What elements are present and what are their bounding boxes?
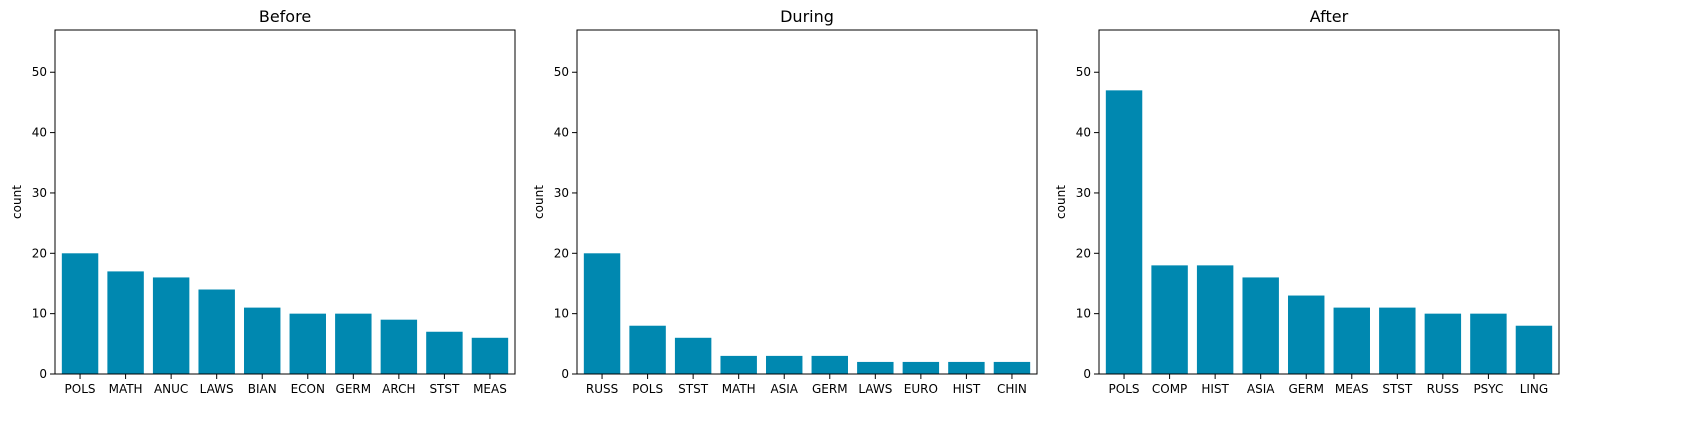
bar-meas (1333, 307, 1370, 374)
bar-stst (674, 337, 712, 374)
x-tick-label: ANUC (154, 382, 188, 396)
x-tick-label: STST (429, 382, 460, 396)
y-tick-label: 30 (32, 186, 47, 200)
x-tick-label: RUSS (1427, 382, 1459, 396)
chart-title: After (1310, 7, 1349, 26)
chart-title: Before (259, 7, 311, 26)
bar-pols (629, 325, 666, 374)
bar-bian (244, 307, 281, 374)
y-tick-label: 0 (39, 367, 47, 381)
bar-anuc (152, 277, 190, 374)
bar-germ (811, 355, 848, 374)
x-tick-label: MEAS (473, 382, 507, 396)
x-tick-label: CHIN (997, 382, 1027, 396)
bar-stst (426, 331, 463, 374)
y-tick-label: 40 (554, 126, 569, 140)
bar-russ (583, 253, 621, 374)
x-tick-label: ASIA (770, 382, 798, 396)
y-tick-label: 10 (1076, 307, 1091, 321)
chart-panel-2: 0 10 20 30 40 50 RUSS POLS STST MATH ASIA GERM LAWS E… (532, 7, 1038, 396)
x-tick-label: STST (1382, 382, 1413, 396)
chart-panel-3: 0 10 20 30 40 50 POLS COMP HIST ASIA GERM MEAS STST R… (1054, 7, 1560, 396)
bar-pols (1105, 90, 1143, 374)
bar-meas (471, 337, 509, 374)
bar-stst (1379, 307, 1416, 374)
x-tick-label: MATH (722, 382, 756, 396)
y-tick-label: 40 (1076, 126, 1091, 140)
x-tick-label: PSYC (1473, 382, 1503, 396)
y-tick-label: 20 (32, 246, 47, 260)
bar-laws (198, 289, 235, 374)
bar-germ (1288, 295, 1325, 374)
chart-title: During (780, 7, 834, 26)
bar-russ (1424, 313, 1462, 374)
x-tick-label: LING (1520, 382, 1549, 396)
y-tick-label: 0 (561, 367, 569, 381)
bar-psyc (1470, 313, 1507, 374)
x-tick-label: RUSS (586, 382, 618, 396)
chart-panel-1: 0 10 20 30 40 50 POLS MATH ANUC LAWS BIAN ECON GERM A… (10, 7, 516, 396)
x-tick-label: HIST (953, 382, 981, 396)
x-tick-label: ARCH (382, 382, 415, 396)
x-tick-label: GERM (1288, 382, 1324, 396)
x-tick-label: GERM (812, 382, 848, 396)
bar-laws (857, 361, 894, 374)
plot-frame (1098, 29, 1560, 375)
x-tick-label: ECON (291, 382, 325, 396)
x-tick-label: COMP (1152, 382, 1187, 396)
y-tick-label: 20 (554, 246, 569, 260)
plot-frame (576, 29, 1038, 375)
x-tick-label: LAWS (858, 382, 892, 396)
x-tick-label: BIAN (248, 382, 277, 396)
bar-chin (993, 361, 1031, 374)
bar-ling (1515, 325, 1553, 374)
x-tick-label: HIST (1201, 382, 1229, 396)
x-tick-label: GERM (336, 382, 372, 396)
bar-asia (766, 355, 803, 374)
bar-comp (1151, 265, 1188, 374)
bar-pols (61, 253, 99, 374)
x-tick-label: LAWS (200, 382, 234, 396)
x-tick-label: EURO (904, 382, 938, 396)
bar-math (720, 355, 757, 374)
y-tick-label: 20 (1076, 246, 1091, 260)
bar-asia (1242, 277, 1279, 374)
y-axis-label: count (10, 185, 24, 219)
bar-arch (380, 319, 418, 374)
x-tick-label: POLS (632, 382, 663, 396)
x-tick-label: MATH (109, 382, 143, 396)
y-tick-label: 40 (32, 126, 47, 140)
y-tick-label: 0 (1083, 367, 1091, 381)
bar-hist (948, 361, 985, 374)
y-tick-label: 10 (554, 307, 569, 321)
bar-hist (1196, 265, 1234, 374)
bar-euro (902, 361, 940, 374)
x-tick-label: POLS (1109, 382, 1140, 396)
y-tick-label: 30 (554, 186, 569, 200)
x-tick-label: POLS (65, 382, 96, 396)
y-tick-label: 50 (32, 65, 47, 79)
y-axis-label: count (532, 185, 546, 219)
y-tick-label: 50 (554, 65, 569, 79)
y-axis-label: count (1054, 185, 1068, 219)
y-tick-label: 50 (1076, 65, 1091, 79)
plot-frame (54, 29, 516, 375)
y-tick-label: 30 (1076, 186, 1091, 200)
x-tick-label: ASIA (1247, 382, 1275, 396)
x-tick-label: STST (678, 382, 709, 396)
bar-math (107, 271, 144, 374)
bar-germ (335, 313, 372, 374)
bar-econ (289, 313, 326, 374)
y-tick-label: 10 (32, 307, 47, 321)
x-tick-label: MEAS (1335, 382, 1369, 396)
